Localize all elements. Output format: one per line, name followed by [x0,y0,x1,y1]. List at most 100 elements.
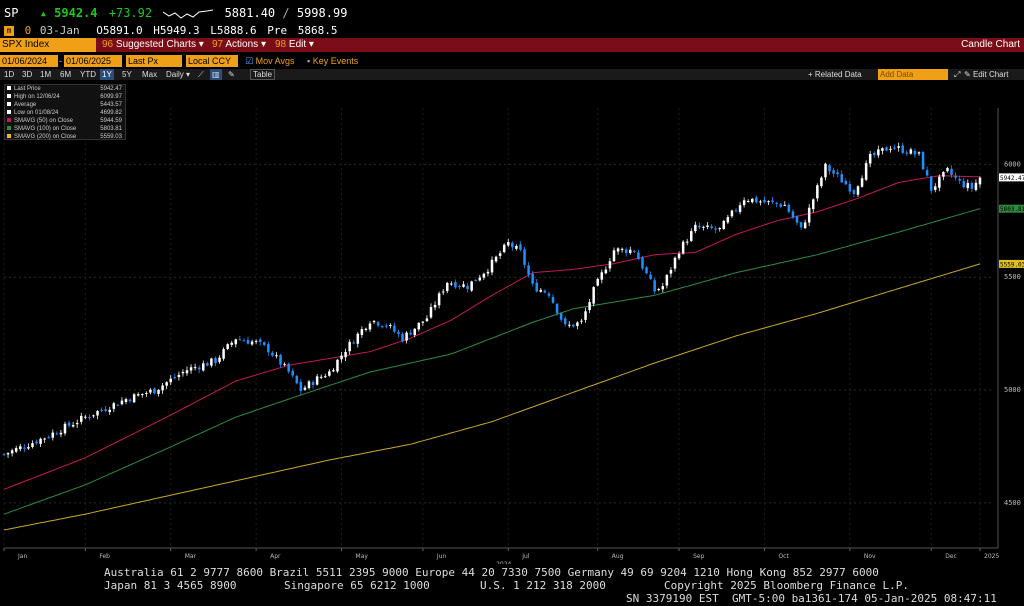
candle-body [31,443,34,447]
candle-body [470,281,473,291]
x-tick-label: Apr [270,553,281,560]
legend-item: Last Price 5942.47 [5,85,125,93]
candle-body [120,400,124,405]
candle-body [466,285,469,290]
candle-body [803,222,807,229]
legend-label: Average [14,102,37,108]
candle-body [812,199,815,210]
date-dash: - [59,56,62,66]
table-button[interactable]: Table [250,69,276,80]
period-3d[interactable]: 3D [22,70,33,79]
candle-body [145,393,148,394]
add-data-input[interactable]: Add Data [878,69,948,80]
candle-body [946,168,949,172]
candle-body [905,152,909,154]
candle-body [161,385,164,391]
candle-body [824,163,827,178]
candle-body [116,404,120,406]
y-tick-label: 5000 [1004,386,1021,394]
candle-body [23,447,26,449]
frequency-select[interactable]: Daily ▾ [164,69,192,80]
chart-type-label: Candle Chart [961,39,1020,50]
period-6m[interactable]: 6M [60,70,72,79]
start-date-input[interactable]: 01/06/2024 [0,55,58,67]
candle-body [43,438,46,440]
edit-chart-button[interactable]: ✎ Edit Chart [962,69,1011,80]
related-data-button[interactable]: + Related Data [806,69,864,80]
candle-body [925,170,929,176]
candle-body [360,329,364,335]
legend-value: 5443.57 [100,102,122,108]
legend-value: 5803.81 [100,126,122,132]
mov-avgs-label: Mov Avgs [255,56,295,66]
candle-body [507,242,510,246]
menu-bar: SPX Index 96 Suggested Charts ▾ 97 Actio… [0,38,1024,52]
candle-body [185,370,189,374]
period-5y[interactable]: 5Y [122,70,132,79]
price-chart[interactable]: 4500 5000 5500 6000 Jan Feb Mar Apr May Jun Jul Aug… [0,82,1024,564]
currency-select[interactable]: Local CCY [186,55,238,67]
mov-avgs-toggle[interactable]: ☑ Mov Avgs [245,55,294,67]
candle-body [88,417,91,419]
period-1m[interactable]: 1M [40,70,52,79]
candle-body [820,177,823,187]
candle-body [722,220,726,230]
suggested-charts-menu[interactable]: 96 Suggested Charts ▾ [102,38,204,52]
legend-item: Low on 01/08/24 4699.82 [5,109,125,117]
related-data-label: Related Data [814,70,862,79]
candle-body [246,339,250,344]
candle-body [543,290,547,293]
line-tool-icon[interactable]: ⟋ [198,70,204,79]
security-field[interactable]: SPX Index [0,38,96,52]
x-tick-label: Mar [185,553,197,560]
key-events-label: Key Events [312,56,359,66]
x-tick-label: Sep [693,553,705,560]
legend-swatch [7,125,11,130]
candle-body [746,201,750,203]
candle-body [75,422,79,425]
candle-body [104,409,107,411]
candle-body [319,376,323,378]
candle-body [230,342,233,345]
x-tick-label: 2025 [984,553,999,560]
candle-body [6,453,10,455]
candle-body [563,318,567,325]
draw-tool-icon[interactable]: ✎ [228,70,235,79]
candle-body [372,321,376,323]
candle-body [14,448,18,452]
actions-menu[interactable]: 97 Actions ▾ [212,38,266,52]
y-tick-label: 6000 [1004,160,1021,168]
period-max[interactable]: Max [142,70,158,79]
chart-legend[interactable]: Last Price 5942.47 High on 12/06/24 6099.97… [4,84,126,140]
candle-body [502,244,506,253]
candle-body [218,357,221,362]
sma200-line [3,263,981,531]
open-value: O5891.0 [96,24,143,37]
candle-body [832,170,835,174]
edit-menu[interactable]: 98 Edit ▾ [275,38,314,52]
end-date-input[interactable]: 01/06/2025 [64,55,122,67]
candle-body [478,277,482,281]
candle-body [844,180,848,185]
x-tick-label: Jan [17,553,27,560]
candle-body [970,182,974,189]
range-high: 5998.99 [296,6,348,20]
sma100-line [3,208,981,515]
legend-value: 4699.82 [100,110,122,116]
legend-value: 6099.97 [100,94,122,100]
period-ytd[interactable]: YTD [80,70,96,79]
period-1d[interactable]: 1D [4,70,15,79]
candle-body [665,274,669,286]
candle-body [238,339,242,341]
range-low: 5881.40 [224,6,276,20]
candle-body [799,222,803,228]
legend-swatch [7,93,11,98]
key-events-toggle[interactable]: ▪ Key Events [307,55,358,67]
field-select[interactable]: Last Px [126,55,182,67]
period-1y[interactable]: 1Y [100,69,114,80]
candle-body [921,151,925,170]
candle-tool-icon[interactable]: ▥ [210,69,222,80]
chevron-down-icon: ▾ [260,39,266,50]
candle-body [332,370,335,372]
resize-icon[interactable]: ⤢ [954,70,961,79]
